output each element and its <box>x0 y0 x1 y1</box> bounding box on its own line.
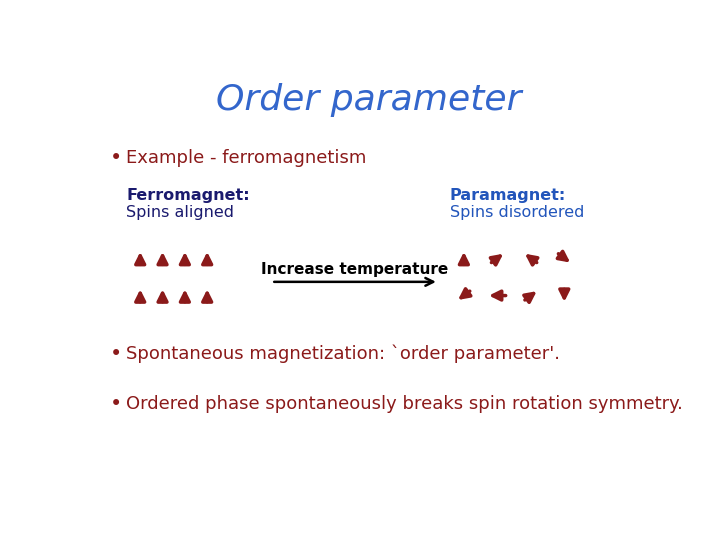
Text: Example - ferromagnetism: Example - ferromagnetism <box>126 150 366 167</box>
Text: •: • <box>109 148 122 168</box>
Text: Spins aligned: Spins aligned <box>126 205 234 220</box>
Text: Increase temperature: Increase temperature <box>261 262 449 277</box>
Text: Spins disordered: Spins disordered <box>450 205 585 220</box>
Text: Spontaneous magnetization: `order parameter'.: Spontaneous magnetization: `order parame… <box>126 345 560 363</box>
Text: Paramagnet:: Paramagnet: <box>450 188 566 203</box>
Text: Ferromagnet:: Ferromagnet: <box>126 188 250 203</box>
Text: •: • <box>109 394 122 414</box>
Text: Ordered phase spontaneously breaks spin rotation symmetry.: Ordered phase spontaneously breaks spin … <box>126 395 683 413</box>
Text: Order parameter: Order parameter <box>216 83 522 117</box>
Text: •: • <box>109 344 122 364</box>
